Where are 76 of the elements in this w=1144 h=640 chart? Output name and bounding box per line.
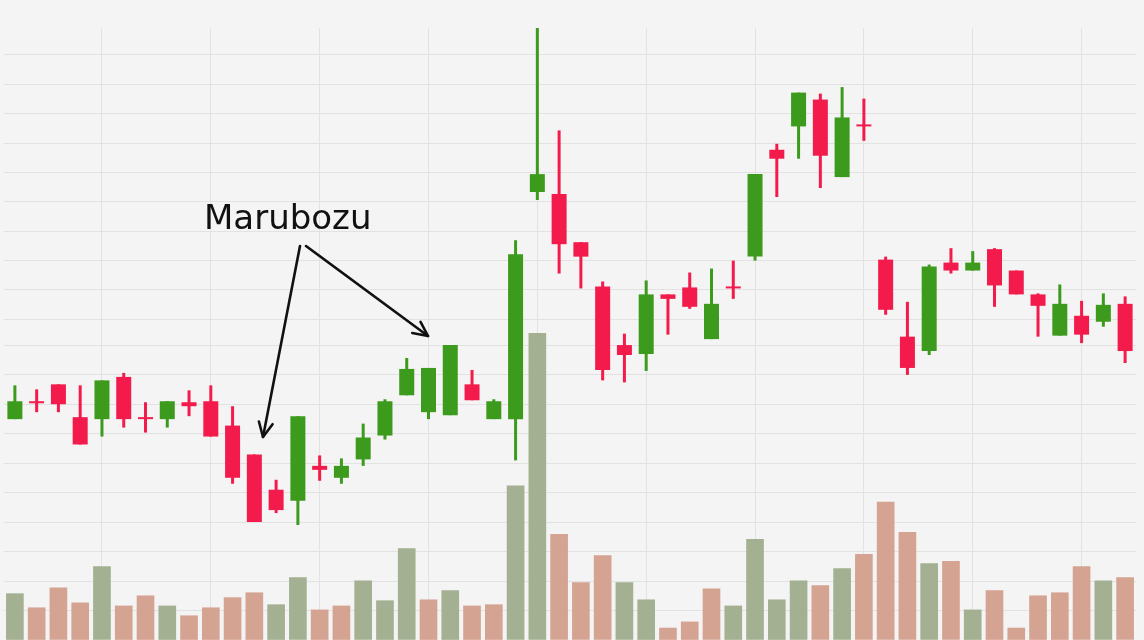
bar: [985, 590, 1004, 640]
bar: [158, 605, 177, 640]
bar: [397, 548, 416, 640]
bar: [702, 588, 721, 640]
candlestick: [725, 260, 741, 299]
bar: [1029, 595, 1047, 640]
bar: [572, 582, 590, 640]
bar: [942, 561, 960, 640]
bar: [463, 605, 481, 640]
bar: [71, 602, 90, 640]
candlestick: [573, 242, 589, 289]
bar: [593, 555, 612, 640]
bar: [180, 615, 198, 640]
annotation: Marubozu: [204, 197, 372, 237]
bar: [746, 538, 764, 640]
bar: [484, 604, 503, 640]
bar: [332, 605, 351, 640]
bar: [93, 566, 111, 640]
bar: [419, 599, 438, 640]
bar: [833, 568, 851, 640]
bar: [615, 582, 634, 640]
bar: [920, 563, 939, 640]
candlestick: [1074, 299, 1090, 345]
bar: [528, 333, 547, 640]
bar: [6, 593, 24, 640]
bar: [724, 605, 743, 640]
candlestick: [1030, 293, 1046, 337]
candlestick: [312, 455, 328, 481]
bar: [223, 597, 242, 640]
candlestick: [660, 294, 676, 335]
bar: [659, 627, 677, 640]
bar: [376, 600, 394, 640]
bar: [898, 531, 917, 640]
candlestick: [50, 384, 66, 414]
candlestick: [29, 389, 45, 414]
bar: [855, 554, 873, 640]
candlestick: [682, 272, 698, 309]
candlestick: [769, 142, 785, 197]
bar: [27, 607, 46, 640]
bar: [1050, 592, 1069, 640]
candlestick: [856, 98, 872, 141]
bar: [441, 590, 460, 640]
bar: [789, 580, 808, 640]
bar: [876, 501, 895, 640]
candlestick: [355, 423, 371, 466]
candlestick: [1095, 293, 1111, 327]
candlestick: [268, 478, 284, 515]
candlestick: [464, 368, 480, 401]
bar: [289, 577, 307, 640]
bar: [136, 595, 155, 640]
bar: [201, 607, 220, 640]
bar: [767, 599, 786, 640]
candlestick: [333, 458, 349, 484]
bar: [245, 592, 264, 640]
bar: [680, 621, 699, 640]
bar: [637, 599, 656, 640]
bar: [1007, 627, 1026, 640]
bar: [1094, 580, 1113, 640]
bar: [114, 605, 133, 640]
candlestick: [616, 333, 632, 383]
bar: [49, 587, 68, 640]
candlestick: [138, 402, 153, 433]
bar: [1072, 566, 1091, 640]
bar: [963, 609, 982, 640]
bar: [506, 485, 525, 640]
candlestick: [7, 385, 23, 421]
candlestick: [181, 390, 197, 418]
bar: [1116, 577, 1134, 640]
candlestick: [965, 251, 981, 271]
bar: [267, 604, 285, 640]
candlestick: [943, 248, 959, 274]
bar: [811, 585, 830, 640]
candlestick: [159, 401, 175, 428]
bar: [550, 534, 568, 640]
bar: [354, 580, 373, 640]
bar: [310, 609, 329, 640]
